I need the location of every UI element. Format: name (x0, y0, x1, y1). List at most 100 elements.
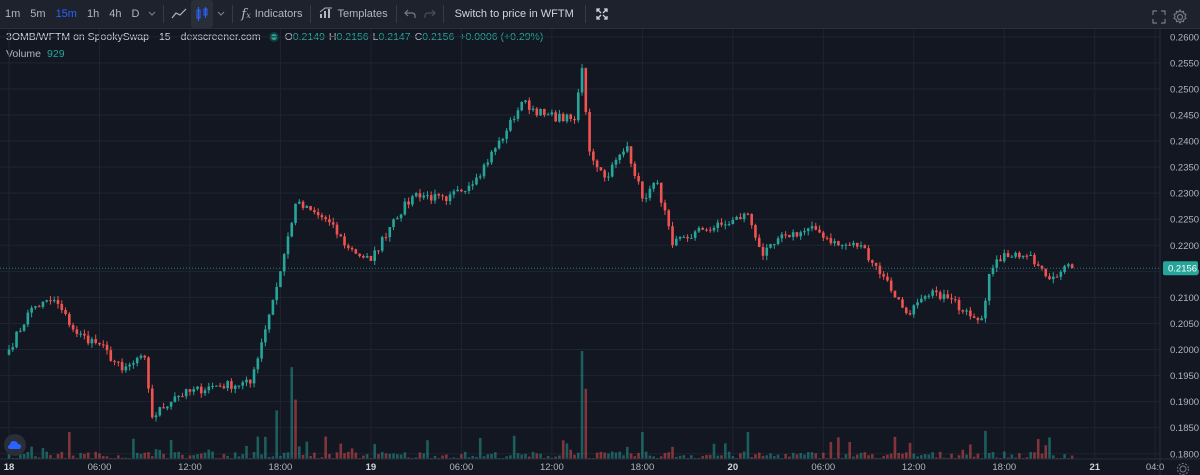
volume-bar (599, 451, 603, 459)
volume-bar (1006, 457, 1010, 459)
chart-type-dropdown-icon[interactable] (213, 0, 229, 28)
volume-bar (79, 453, 82, 459)
y-tick-label: 0.2450 (1170, 111, 1199, 122)
candle-body (373, 250, 376, 261)
templates-button[interactable]: Templates (314, 0, 392, 28)
volume-bar (539, 453, 542, 459)
candle-body (19, 330, 22, 332)
candle-body (573, 118, 576, 121)
candle-body (248, 379, 252, 384)
interval-1d[interactable]: D (131, 8, 140, 20)
undo-icon[interactable] (400, 0, 420, 28)
candles-chart-icon[interactable] (191, 0, 214, 28)
volume-bar (384, 453, 388, 459)
toolbar-divider (584, 5, 586, 23)
candle-body (708, 229, 712, 231)
y-tick-label: 0.2050 (1170, 319, 1199, 330)
volume-bar (863, 452, 867, 459)
y-tick-label: 0.1850 (1170, 423, 1199, 434)
expand-icon[interactable] (589, 0, 615, 28)
candle-body (445, 196, 448, 201)
candle-body (475, 177, 478, 185)
axis-settings-icon[interactable] (1177, 463, 1189, 475)
candle-body (641, 181, 644, 199)
interval-5m[interactable]: 5m (30, 8, 46, 20)
volume-bar (460, 454, 463, 459)
volume-bar (550, 457, 554, 459)
redo-icon[interactable] (420, 0, 440, 28)
volume-bar (30, 446, 33, 459)
y-tick-label: 0.1950 (1170, 371, 1199, 382)
line-chart-icon[interactable] (167, 0, 191, 28)
volume-bar (86, 452, 90, 459)
candle-body (776, 238, 780, 245)
volume-bar (595, 452, 599, 459)
candle-body (1010, 256, 1014, 258)
candle-body (279, 271, 282, 287)
candle-body (1040, 265, 1044, 269)
candle-body (690, 237, 693, 239)
volume-bar (71, 455, 75, 459)
volume-bar (362, 455, 365, 459)
volume-bar (761, 455, 765, 459)
candle-body (739, 217, 742, 220)
volume-bar (712, 443, 716, 459)
volume-bar (396, 454, 399, 459)
candle-body (829, 237, 833, 244)
interval-dropdown-icon[interactable] (144, 0, 160, 28)
candle-body (901, 299, 904, 308)
volume-bar (757, 452, 761, 459)
candle-body (716, 222, 720, 228)
volume-bar (245, 445, 248, 459)
candle-body (595, 160, 599, 168)
candle-body (120, 362, 124, 371)
candle-body (625, 146, 629, 152)
volume-bar (1044, 445, 1048, 459)
candle-body (1025, 255, 1029, 257)
volume-bar (935, 457, 938, 459)
tradingview-logo-icon[interactable] (4, 434, 26, 456)
volume-bar (83, 453, 86, 459)
volume-label: Volume (6, 48, 42, 60)
candle-body (663, 202, 667, 211)
volume-bar (1040, 453, 1044, 459)
candle-body (584, 68, 588, 112)
volume-bar (784, 453, 787, 459)
volume-bar (580, 351, 584, 459)
candle-body (882, 274, 885, 277)
interval-4h[interactable]: 4h (109, 8, 122, 20)
candle-body (271, 300, 275, 315)
candle-body (931, 290, 934, 296)
volume-bar (852, 456, 855, 459)
candlestick-chart[interactable]: 0.2600 0.2550 0.2500 0.2450 0.2400 0.2350 0.23… (0, 29, 1200, 475)
candle-body (942, 294, 946, 299)
candle-body (45, 300, 48, 302)
candle-body (124, 366, 128, 371)
volume-bar (1029, 451, 1032, 459)
switch-price-button[interactable]: Switch to price in WFTM (454, 8, 574, 20)
interval-1h[interactable]: 1h (86, 8, 100, 20)
candle-body (629, 146, 633, 164)
fullscreen-icon[interactable] (1148, 3, 1170, 31)
volume-bar (916, 456, 919, 459)
candle-body (788, 234, 791, 238)
volume-bar (991, 452, 995, 459)
volume-bar (607, 453, 610, 459)
interval-1m[interactable]: 1m (5, 8, 21, 20)
volume-bar (411, 457, 414, 459)
settings-gear-icon[interactable] (1168, 3, 1192, 31)
candle-body (339, 234, 343, 237)
indicators-button[interactable]: fx Indicators (236, 0, 307, 28)
candle-body (697, 228, 701, 232)
candle-body (531, 108, 535, 110)
volume-bar (1033, 452, 1036, 459)
candle-body (7, 349, 11, 355)
candle-body (1059, 271, 1063, 277)
candle-body (282, 254, 286, 272)
interval-15m[interactable]: 15m (55, 8, 77, 20)
candle-body (757, 237, 761, 248)
x-tick-label: 12:00 (540, 462, 564, 473)
candle-body (516, 110, 520, 119)
x-tick-label: 18 (4, 462, 15, 473)
volume-bar (961, 449, 965, 459)
